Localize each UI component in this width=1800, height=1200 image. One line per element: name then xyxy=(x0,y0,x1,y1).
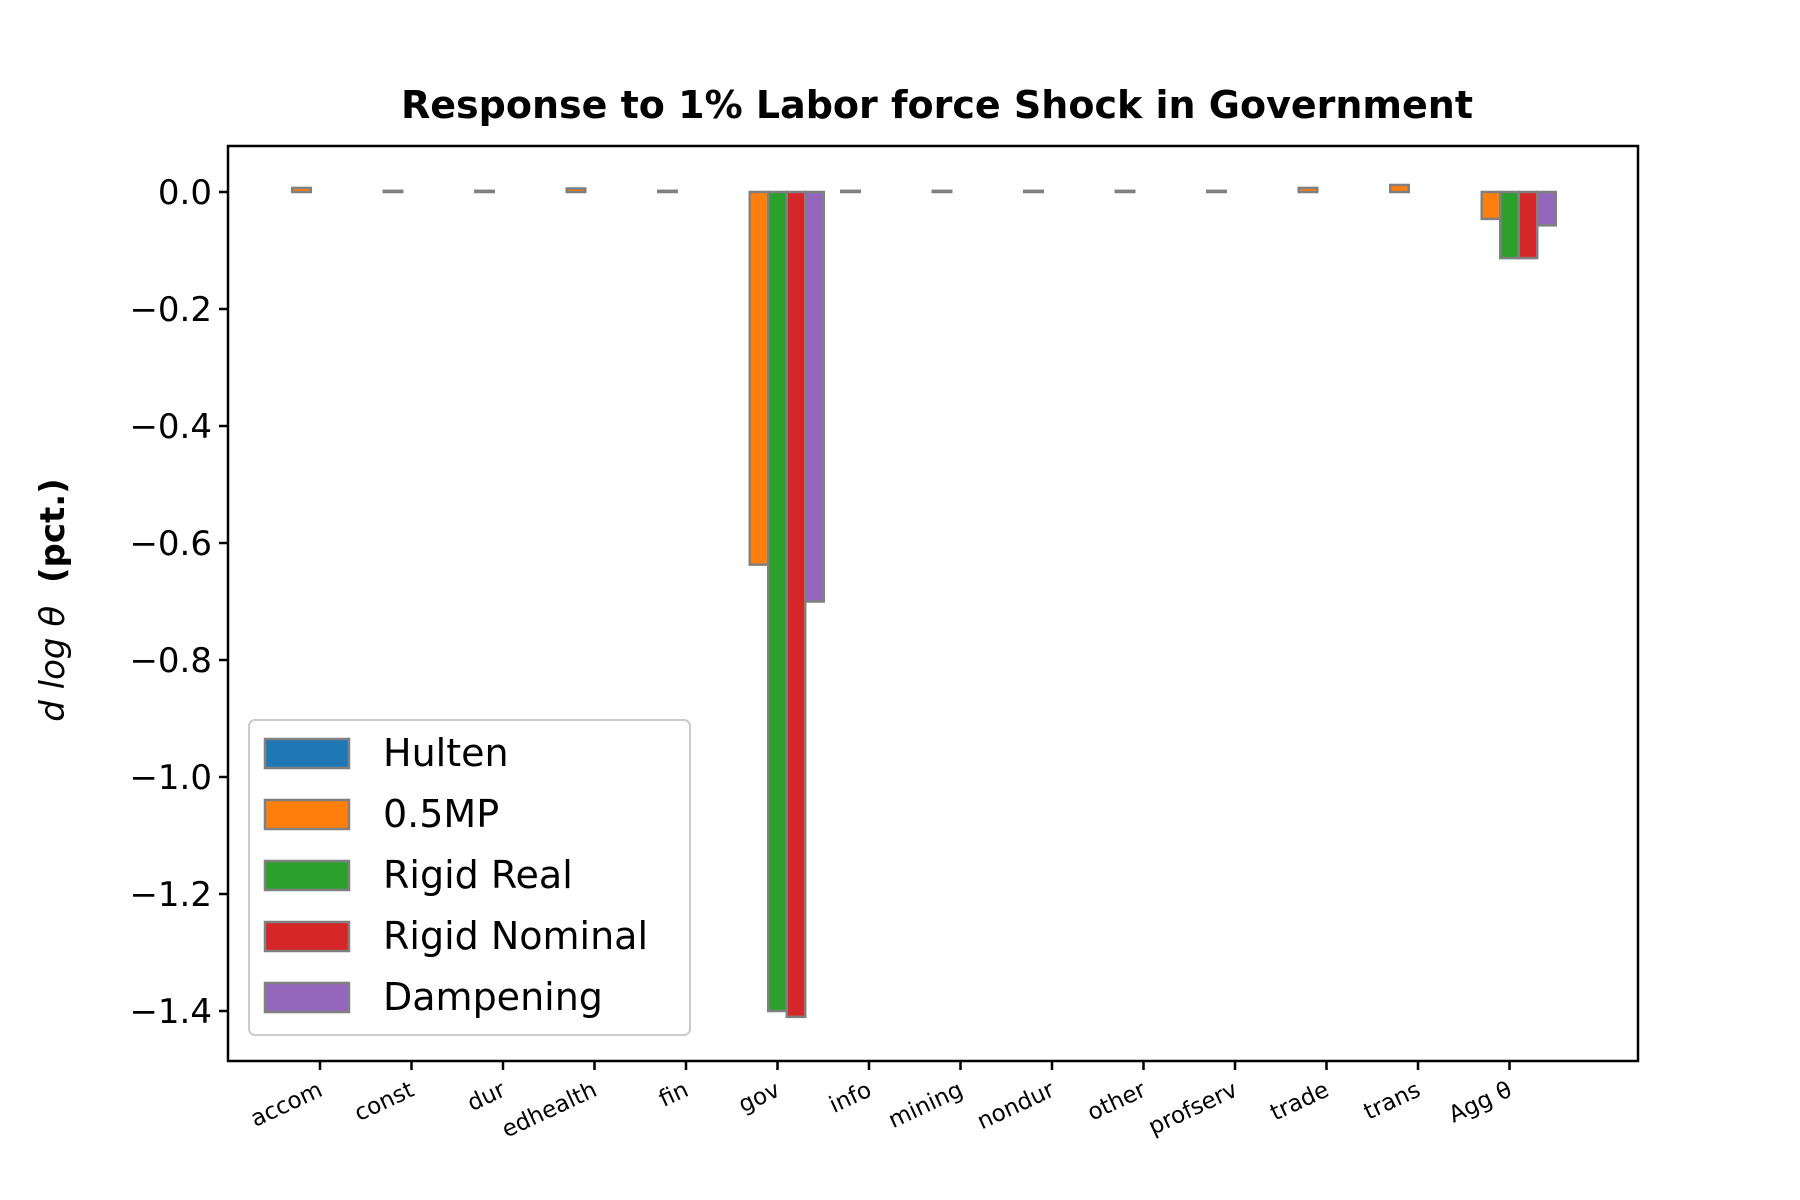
bar-0-5mp-profserv xyxy=(1206,189,1227,194)
legend-label: Rigid Nominal xyxy=(383,914,648,958)
y-axis-label-unit: (pct.) xyxy=(33,478,73,583)
x-tick-label: Agg θ xyxy=(1445,1077,1516,1129)
y-tick-label: −1.0 xyxy=(129,758,212,798)
y-tick-label: −0.8 xyxy=(129,641,212,681)
legend: Hulten 0.5MP Rigid Real Rigid Nominal Dampen… xyxy=(248,719,691,1036)
y-tick-label: 0.0 xyxy=(158,173,212,213)
y-tick-label: −0.2 xyxy=(129,290,212,330)
legend-label: Hulten xyxy=(383,731,509,775)
legend-swatch xyxy=(263,981,351,1014)
y-tick-label: −1.4 xyxy=(129,992,212,1032)
y-axis: 0.0 −0.2 −0.4 −0.6 −0.8 −1.0 −1.2 −1.4 xyxy=(129,173,228,1032)
bar-0-5mp-const xyxy=(382,189,404,194)
x-tick-label: info xyxy=(825,1077,875,1119)
x-tick-label: dur xyxy=(464,1077,510,1117)
x-tick-label: trade xyxy=(1266,1077,1333,1126)
bar-0-5mp-mining xyxy=(931,189,953,194)
x-tick-label: const xyxy=(351,1077,418,1127)
legend-box xyxy=(248,719,691,1036)
legend-label: 0.5MP xyxy=(383,792,499,836)
bar-0-5mp-dur xyxy=(474,189,495,194)
y-axis-label: d log θ (pct.) xyxy=(33,478,73,721)
plot-frame xyxy=(226,144,1640,1063)
bar-0-5mp-nondur xyxy=(1023,189,1044,194)
bar-0-5mp-info xyxy=(840,189,861,194)
svg-text:d log θ (pct.): d log θ (pct.) xyxy=(33,478,73,721)
y-tick-label: −0.6 xyxy=(129,524,212,564)
legend-swatch xyxy=(263,798,351,831)
bar-0-5mp-edhealth xyxy=(565,187,587,194)
bar-rigid-real-agg- xyxy=(1499,190,1520,260)
x-tick-label: accom xyxy=(247,1077,327,1133)
bar-dampening-agg- xyxy=(1536,190,1557,227)
bar-0-5mp-trans xyxy=(1389,183,1410,194)
y-tick-label: −1.2 xyxy=(129,875,212,915)
bar-0-5mp-gov xyxy=(748,190,770,566)
legend-label: Dampening xyxy=(383,975,603,1019)
x-tick-label: edhealth xyxy=(498,1077,601,1143)
x-tick-label: profserv xyxy=(1145,1077,1242,1141)
legend-swatch xyxy=(263,737,351,770)
y-tick-label: −0.4 xyxy=(129,407,212,447)
x-tick-label: gov xyxy=(735,1077,784,1118)
bar-rigid-nominal-gov xyxy=(785,190,807,1019)
bar-0-5mp-other xyxy=(1114,189,1136,194)
bar-rigid-nominal-agg- xyxy=(1517,190,1539,260)
bar-0-5mp-accom xyxy=(291,186,312,194)
x-tick-label: trans xyxy=(1360,1077,1425,1126)
y-axis-label-math: d log θ xyxy=(33,606,73,722)
bar-0-5mp-agg- xyxy=(1480,190,1502,221)
bars-layer xyxy=(291,183,1557,1019)
legend-swatch xyxy=(263,920,351,953)
x-tick-label: fin xyxy=(655,1077,692,1113)
bar-dampening-gov xyxy=(804,190,825,603)
bar-rigid-real-gov xyxy=(767,190,788,1013)
bar-0-5mp-fin xyxy=(657,189,678,194)
bar-0-5mp-trade xyxy=(1297,186,1319,194)
legend-label: Rigid Real xyxy=(383,853,573,897)
legend-swatch xyxy=(263,859,351,892)
x-tick-label: mining xyxy=(884,1077,967,1134)
x-tick-label: other xyxy=(1084,1077,1151,1127)
chart-title: Response to 1% Labor force Shock in Gove… xyxy=(401,83,1473,127)
x-tick-label: nondur xyxy=(973,1077,1059,1135)
